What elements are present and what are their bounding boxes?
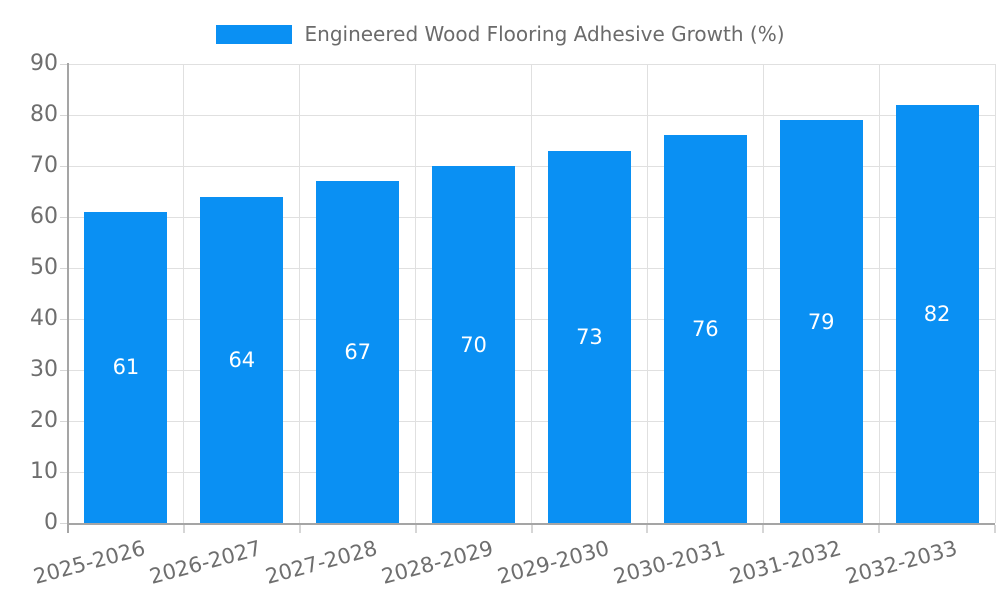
gridline-vertical: [183, 64, 185, 523]
y-tick-label: 10: [30, 459, 58, 484]
x-axis-tick: [530, 525, 533, 533]
x-tick-label: 2032-2033: [842, 536, 960, 589]
x-tick-label: 2026-2027: [147, 536, 265, 589]
x-tick-label: 2030-2031: [610, 536, 728, 589]
y-axis-tick: [60, 267, 68, 269]
y-axis-tick: [60, 114, 68, 116]
gridline-vertical: [646, 64, 648, 523]
legend-swatch-icon: [215, 24, 292, 44]
x-axis-line: [67, 523, 995, 525]
bar[interactable]: [779, 120, 863, 523]
x-axis-tick: [182, 525, 185, 533]
gridline-vertical: [762, 64, 764, 523]
y-tick-label: 40: [30, 306, 58, 331]
x-axis-tick: [646, 525, 649, 533]
gridline-vertical: [299, 64, 301, 523]
y-tick-label: 90: [30, 51, 58, 76]
y-axis-line: [67, 63, 69, 533]
bar-value-label: 79: [807, 309, 835, 334]
y-axis-tick: [60, 522, 68, 524]
y-tick-label: 20: [30, 408, 58, 433]
bar-value-label: 76: [691, 317, 719, 342]
bar[interactable]: [663, 135, 747, 523]
y-axis-tick: [60, 165, 68, 167]
x-axis-tick: [994, 525, 996, 533]
y-tick-label: 30: [30, 357, 58, 382]
legend-label: Engineered Wood Flooring Adhesive Growth…: [304, 22, 785, 46]
bar-value-label: 82: [923, 301, 951, 326]
bar-value-label: 67: [344, 340, 372, 365]
y-tick-label: 50: [30, 255, 58, 280]
gridline-vertical: [878, 64, 880, 523]
x-tick-label: 2028-2029: [378, 536, 496, 589]
x-axis-tick: [298, 525, 301, 533]
x-axis-tick: [878, 525, 881, 533]
bar[interactable]: [895, 104, 979, 523]
y-axis-tick: [60, 318, 68, 320]
y-axis-tick: [60, 420, 68, 422]
bar-value-label: 70: [460, 332, 487, 357]
bar[interactable]: [316, 181, 400, 523]
bar[interactable]: [200, 196, 284, 523]
x-tick-label: 2027-2028: [263, 536, 380, 589]
y-axis-tick: [60, 369, 68, 371]
bar[interactable]: [84, 211, 168, 523]
gridline-vertical: [531, 64, 532, 523]
bar[interactable]: [547, 150, 631, 523]
gridline-vertical: [415, 64, 417, 523]
bar[interactable]: [432, 166, 516, 523]
x-tick-label: 2025-2026: [31, 536, 149, 589]
y-axis-tick: [60, 63, 68, 65]
y-tick-label: 60: [30, 204, 58, 229]
y-tick-label: 80: [30, 102, 58, 127]
y-axis-tick: [60, 216, 68, 218]
bar-value-label: 61: [112, 355, 140, 380]
bar-value-label: 64: [228, 347, 256, 372]
y-axis-tick: [60, 471, 68, 473]
bar-value-label: 73: [576, 324, 603, 349]
x-axis-tick: [762, 525, 765, 533]
x-axis-tick: [414, 525, 417, 533]
y-tick-label: 0: [44, 510, 58, 535]
y-tick-label: 70: [30, 153, 58, 178]
x-tick-label: 2031-2032: [726, 536, 844, 589]
legend[interactable]: Engineered Wood Flooring Adhesive Growth…: [0, 22, 1000, 46]
x-tick-label: 2029-2030: [494, 536, 612, 589]
gridline-vertical: [994, 64, 996, 523]
